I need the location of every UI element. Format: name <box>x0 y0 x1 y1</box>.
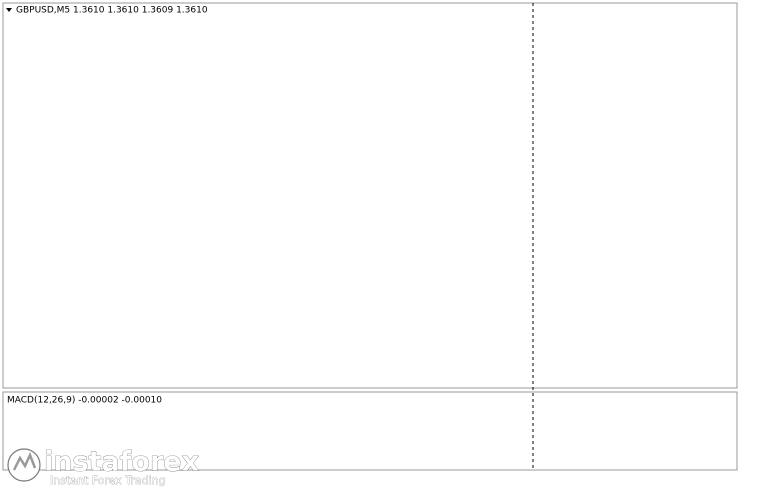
macd-panel-frame <box>2 391 738 471</box>
logo-tagline: Instant Forex Trading <box>50 474 166 487</box>
main-panel-frame <box>2 2 738 389</box>
logo-name: instaforex <box>44 447 199 478</box>
logo: instaforex Instant Forex Trading <box>7 446 199 487</box>
symbol-arrow <box>6 8 12 12</box>
logo-icon-mark <box>12 451 37 471</box>
macd-title: MACD(12,26,9) -0.00002 -0.00010 <box>7 396 162 406</box>
chart-title: GBPUSD,M5 1.3610 1.3610 1.3609 1.3610 <box>16 6 208 16</box>
